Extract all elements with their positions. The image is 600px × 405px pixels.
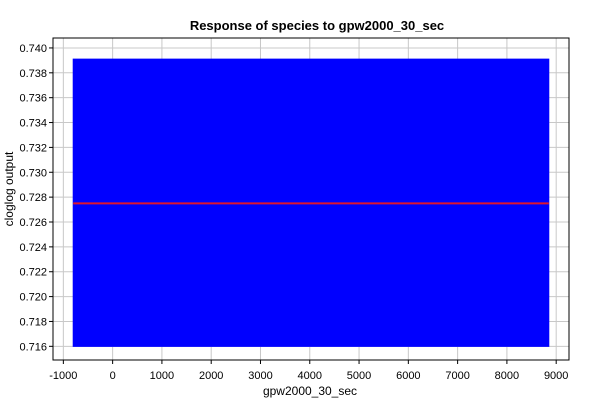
y-tick-label: 0.730 xyxy=(19,167,47,179)
y-tick-label: 0.724 xyxy=(19,242,47,254)
x-tick-label: 2000 xyxy=(199,370,223,382)
y-tick-label: 0.726 xyxy=(19,217,47,229)
y-tick-label: 0.720 xyxy=(19,292,47,304)
data-layer xyxy=(72,58,550,347)
x-tick-label: 7000 xyxy=(445,370,469,382)
x-tick-label: 1000 xyxy=(150,370,174,382)
y-axis-label: cloglog output xyxy=(2,151,16,226)
x-tick-label: 0 xyxy=(110,370,116,382)
y-tick-label: 0.738 xyxy=(19,68,47,80)
x-axis-label: gpw2000_30_sec xyxy=(263,384,357,398)
x-tick-label: 3000 xyxy=(248,370,272,382)
y-tick-label: 0.732 xyxy=(19,142,47,154)
x-tick-label: 9000 xyxy=(544,370,568,382)
x-tick-label: 4000 xyxy=(298,370,322,382)
y-tick-label: 0.728 xyxy=(19,192,47,204)
x-tick-label: 6000 xyxy=(396,370,420,382)
y-tick-label: 0.718 xyxy=(19,316,47,328)
plot-frame xyxy=(52,37,570,361)
y-tick-label: 0.736 xyxy=(19,93,47,105)
x-tick-label: 5000 xyxy=(347,370,371,382)
y-tick-label: 0.716 xyxy=(19,341,47,353)
y-tick-label: 0.740 xyxy=(19,43,47,55)
x-tick-label: -1000 xyxy=(49,370,77,382)
chart-title: Response of species to gpw2000_30_sec xyxy=(190,18,444,33)
y-tick-label: 0.734 xyxy=(19,118,47,130)
y-tick-label: 0.722 xyxy=(19,267,47,279)
x-tick-label: 8000 xyxy=(495,370,519,382)
axes: -1000 0 1000 2000 3000 4000 5000 6000 7000 8000 90… xyxy=(19,43,568,382)
